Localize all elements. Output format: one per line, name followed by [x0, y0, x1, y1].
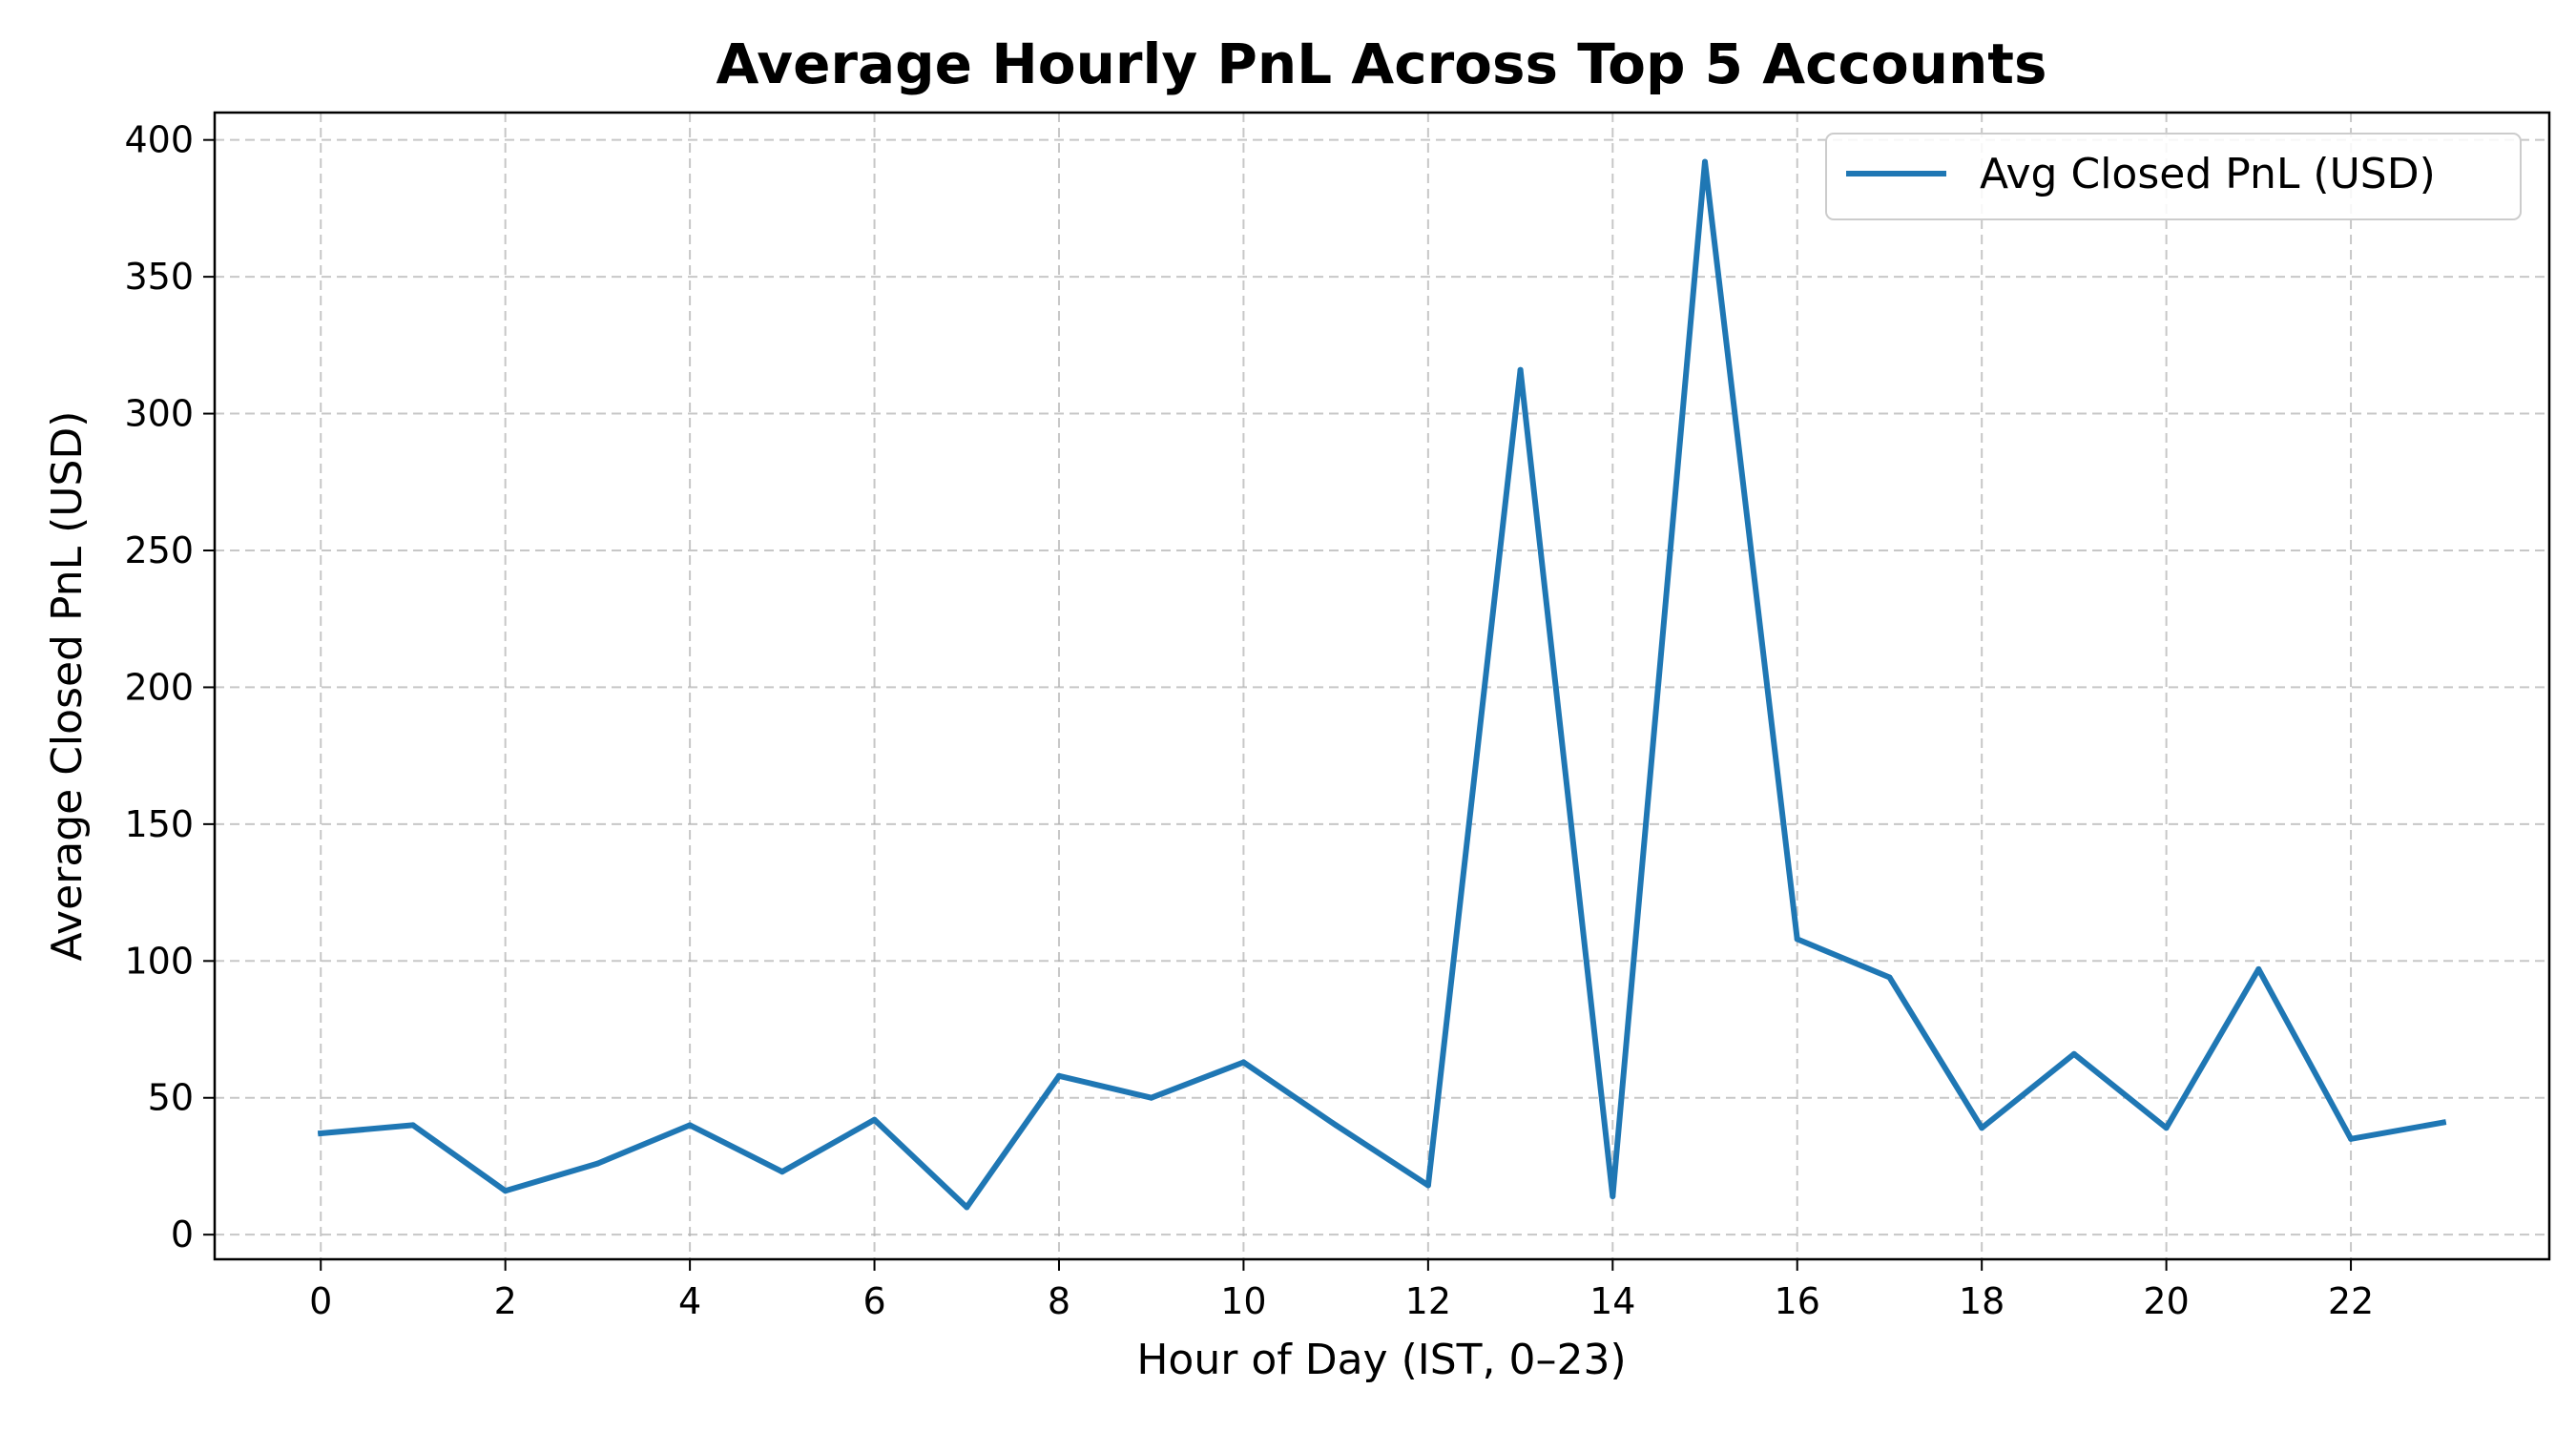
data-point: [1517, 366, 1524, 373]
data-point: [2440, 1119, 2446, 1126]
series-layer: [317, 158, 2447, 1211]
data-point: [1240, 1059, 1247, 1066]
chart-title: Average Hourly PnL Across Top 5 Accounts: [716, 31, 2046, 96]
x-tick-label: 8: [1048, 1280, 1070, 1322]
data-point: [871, 1116, 878, 1123]
data-point: [1794, 936, 1800, 943]
x-tick-label: 16: [1775, 1280, 1820, 1322]
x-tick-label: 12: [1405, 1280, 1451, 1322]
data-point: [1333, 1122, 1340, 1129]
x-tick-label: 22: [2328, 1280, 2374, 1322]
x-tick-label: 18: [1959, 1280, 2005, 1322]
data-point: [1148, 1094, 1154, 1101]
data-point: [687, 1122, 694, 1129]
legend: Avg Closed PnL (USD): [1825, 133, 2522, 220]
legend-box: [1825, 133, 2522, 220]
series-line: [317, 158, 2447, 1211]
y-tick-label: 250: [124, 529, 194, 571]
data-point: [1424, 1182, 1431, 1189]
x-tick-label: 4: [678, 1280, 701, 1322]
y-tick-label: 50: [148, 1077, 194, 1119]
data-point: [1056, 1072, 1062, 1079]
x-tick-label: 6: [862, 1280, 885, 1322]
y-tick-label: 0: [171, 1213, 194, 1255]
grid: [215, 113, 2549, 1259]
y-axis-label: Average Closed PnL (USD): [43, 411, 92, 962]
y-tick-label: 350: [124, 256, 194, 298]
data-point: [1702, 158, 1708, 165]
data-point: [2163, 1125, 2170, 1131]
data-point: [318, 1130, 324, 1136]
data-point: [1886, 974, 1893, 981]
data-point: [2255, 965, 2262, 972]
y-tick-label: 400: [124, 119, 194, 161]
data-point: [1610, 1193, 1616, 1199]
x-tick-label: 10: [1220, 1280, 1266, 1322]
y-tick-label: 150: [124, 803, 194, 845]
y-axis-ticks: 0 50 100 150 200 250 300 350 400: [124, 119, 215, 1255]
x-axis-ticks: 0 2 4 6 8 10 12 14 16 18 20 22: [309, 1259, 2374, 1322]
data-point: [779, 1169, 785, 1175]
y-tick-label: 100: [124, 940, 194, 982]
y-tick-label: 200: [124, 666, 194, 708]
data-point: [2348, 1135, 2355, 1142]
x-tick-label: 20: [2143, 1280, 2189, 1322]
x-tick-label: 2: [494, 1280, 517, 1322]
data-point: [502, 1188, 509, 1194]
data-point: [594, 1160, 601, 1167]
legend-label: Avg Closed PnL (USD): [1980, 150, 2436, 198]
data-point: [1979, 1125, 1985, 1131]
x-tick-label: 14: [1589, 1280, 1635, 1322]
data-point: [964, 1204, 970, 1211]
data-point: [409, 1122, 416, 1129]
plot-frame: [213, 111, 2551, 1261]
data-point: [2070, 1050, 2077, 1057]
y-tick-label: 300: [124, 393, 194, 435]
x-axis-label: Hour of Day (IST, 0–23): [1136, 1336, 1626, 1384]
x-tick-label: 0: [309, 1280, 332, 1322]
